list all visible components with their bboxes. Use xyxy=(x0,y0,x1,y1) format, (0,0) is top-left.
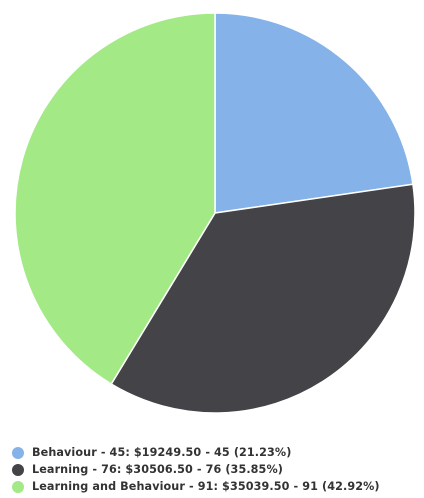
legend-label: Learning - 76: $30506.50 - 76 (35.85%) xyxy=(32,463,283,476)
legend-item[interactable]: Learning - 76: $30506.50 - 76 (35.85%) xyxy=(12,461,422,478)
pie-slice-learning[interactable] xyxy=(110,183,416,414)
legend-swatch xyxy=(12,446,24,459)
legend-swatch xyxy=(12,480,24,493)
pie-slices xyxy=(14,12,416,414)
legend-item[interactable]: Behaviour - 45: $19249.50 - 45 (21.23%) xyxy=(12,444,422,461)
legend-swatch xyxy=(12,463,24,476)
legend-item[interactable]: Learning and Behaviour - 91: $35039.50 -… xyxy=(12,478,422,495)
pie-slice-learning-and-behaviour[interactable] xyxy=(14,12,216,385)
legend: Behaviour - 45: $19249.50 - 45 (21.23%) … xyxy=(12,444,422,495)
pie-slice-behaviour[interactable] xyxy=(214,12,414,214)
legend-label: Behaviour - 45: $19249.50 - 45 (21.23%) xyxy=(32,446,292,459)
legend-label: Learning and Behaviour - 91: $35039.50 -… xyxy=(32,480,380,493)
